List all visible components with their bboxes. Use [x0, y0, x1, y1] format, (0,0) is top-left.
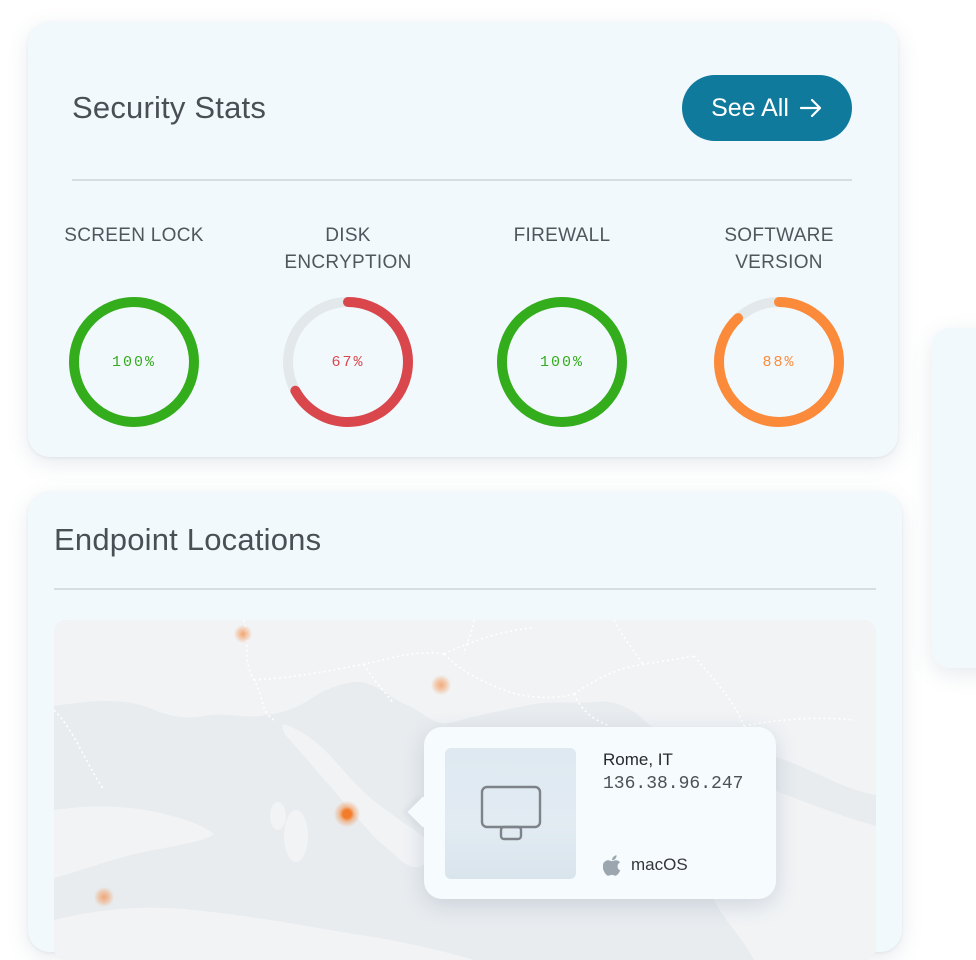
ring-graphic [283, 297, 413, 427]
progress-ring: 100% [496, 296, 628, 428]
endpoint-locations-title: Endpoint Locations [54, 522, 322, 557]
progress-ring: 88% [713, 296, 845, 428]
popup-os-label: macOS [631, 855, 688, 874]
progress-ring: 100% [68, 296, 200, 428]
ring-graphic [69, 297, 199, 427]
popup-city: Rome, IT [603, 750, 673, 769]
stat-firewall: FIREWALL 100% [462, 222, 662, 428]
apple-icon [603, 855, 621, 876]
ring-value: 100% [111, 353, 156, 371]
progress-ring: 67% [282, 296, 414, 428]
ring-graphic [714, 297, 844, 427]
device-thumbnail [445, 748, 576, 879]
stat-software-version: SOFTWARE VERSION 88% [679, 222, 879, 428]
map-pin[interactable] [431, 675, 451, 695]
stat-disk-encryption: DISK ENCRYPTION 67% [248, 222, 448, 428]
ring-value: 67% [331, 353, 365, 371]
stat-label: DISK ENCRYPTION [284, 225, 412, 273]
map-pin-selected[interactable] [334, 801, 360, 827]
ring-progress-arc [714, 297, 844, 427]
stat-label: SCREEN LOCK [64, 225, 204, 246]
stat-screen-lock: SCREEN LOCK 100% [34, 222, 234, 428]
map-pin[interactable] [94, 887, 114, 907]
see-all-label: See All [711, 93, 789, 122]
security-stats-title: Security Stats [72, 90, 267, 125]
security-stats-card: Security Stats See All SCREEN LOCK 100% … [28, 22, 898, 457]
stat-label: SOFTWARE VERSION [724, 225, 834, 273]
ring-graphic [497, 297, 627, 427]
stat-label: FIREWALL [513, 225, 611, 246]
ring-progress-arc [497, 297, 627, 427]
ring-value: 88% [762, 353, 796, 371]
side-card [932, 328, 976, 668]
ring-value: 100% [539, 353, 584, 371]
ring-progress-arc [69, 297, 199, 427]
map-pin[interactable] [234, 625, 252, 643]
arrow-right-icon [799, 98, 822, 118]
popup-ip-address: 136.38.96.247 [603, 774, 744, 794]
location-popup: Rome, IT 136.38.96.247 macOS [407, 727, 776, 899]
popup-os: macOS [603, 853, 688, 877]
monitor-icon [480, 785, 541, 840]
locations-divider [54, 588, 876, 590]
stats-divider [72, 179, 852, 181]
ring-progress-arc [283, 297, 413, 427]
see-all-button[interactable]: See All [682, 75, 852, 141]
